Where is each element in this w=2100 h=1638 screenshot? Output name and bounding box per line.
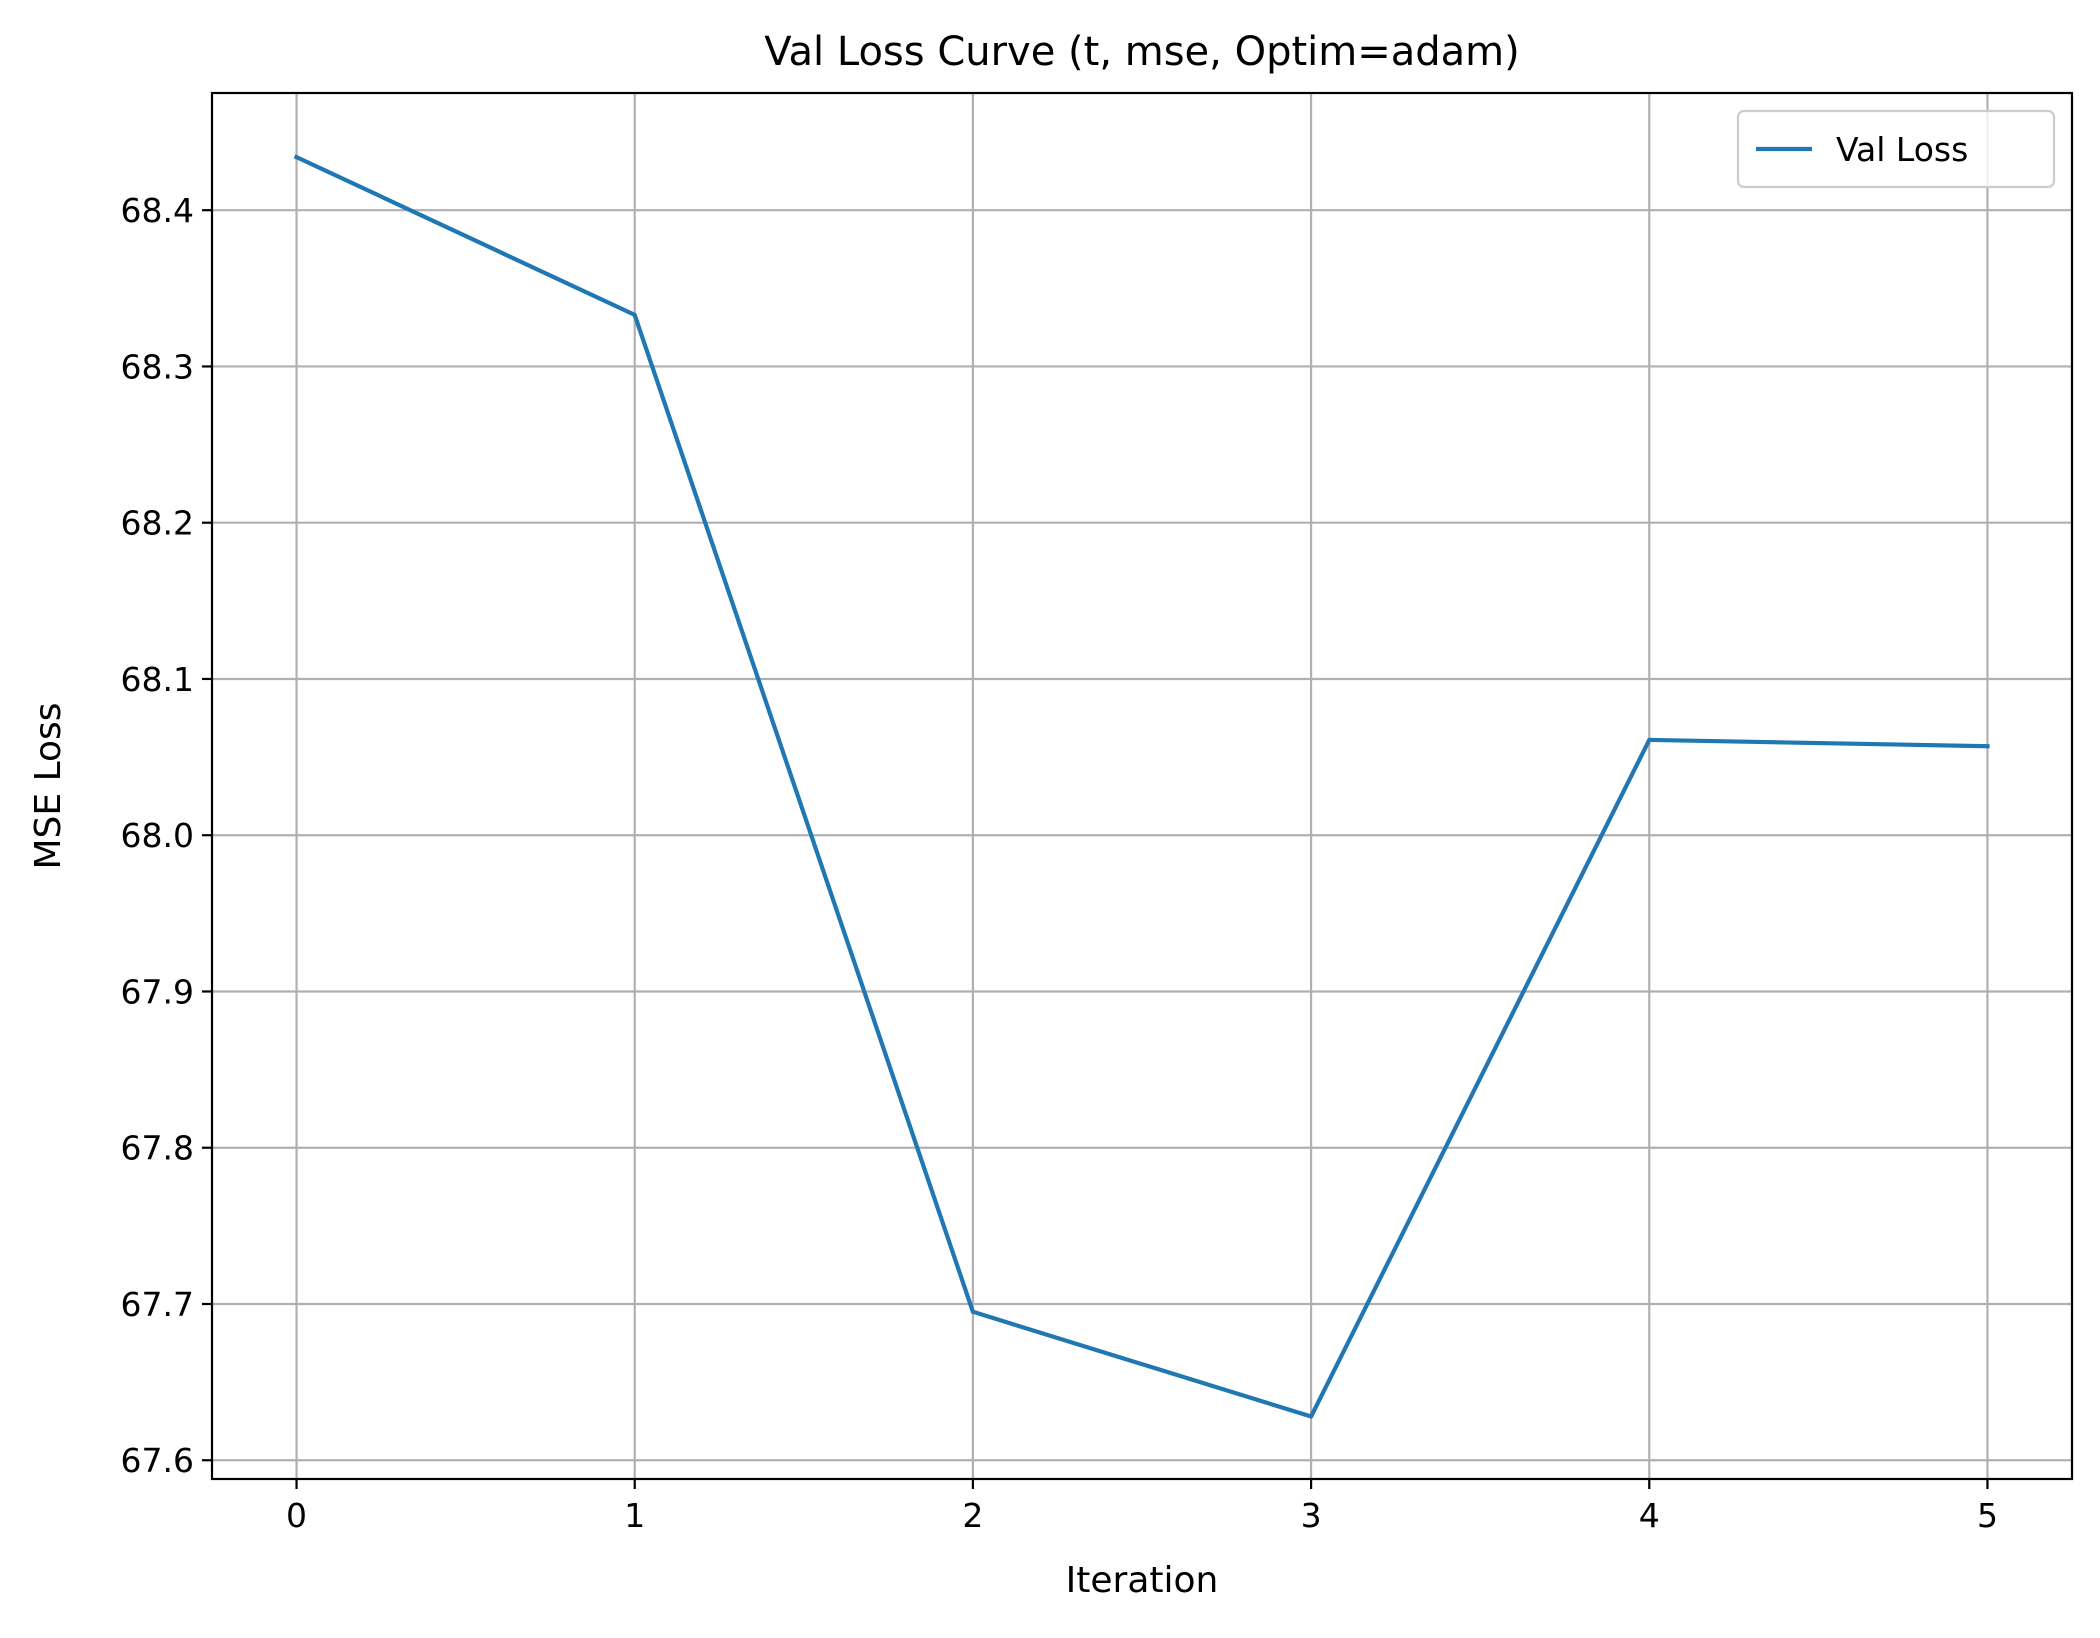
chart-title: Val Loss Curve (t, mse, Optim=adam) [764, 29, 1519, 75]
series-layer [293, 154, 1990, 1419]
legend-label-val-loss: Val Loss [1836, 130, 1968, 169]
legend-box [1736, 109, 2056, 189]
y-tick-label: 67.9 [121, 972, 194, 1011]
y-tick-label: 67.7 [121, 1285, 194, 1324]
grid-layer [212, 93, 2072, 1479]
y-tick-label: 68.3 [121, 347, 194, 386]
x-tick-label: 1 [624, 1496, 645, 1535]
x-tick-label: 5 [1977, 1496, 1998, 1535]
x-tick-label: 0 [286, 1496, 307, 1535]
x-tick-label: 3 [1301, 1496, 1322, 1535]
x-tick-label: 2 [962, 1496, 983, 1535]
y-tick-label: 68.0 [121, 816, 194, 855]
y-tick-label: 68.2 [121, 504, 194, 543]
x-tick-label: 4 [1639, 1496, 1660, 1535]
y-tick-label: 68.4 [121, 191, 194, 230]
y-tick-label: 67.6 [121, 1441, 194, 1480]
legend: Val Loss [1736, 109, 2056, 189]
y-tick-label: 67.8 [121, 1129, 194, 1168]
y-axis-label: MSE Loss [28, 702, 69, 869]
x-axis-label: Iteration [1066, 1560, 1219, 1601]
series-line-val-loss [293, 154, 1990, 1419]
y-tick-label: 68.1 [121, 660, 194, 699]
axes-frame [210, 91, 2074, 1481]
tick-layer: 0 1 2 3 4 5 67.6 67.7 67.8 67.9 68.0 68.1 68.2 68.3 68… [121, 191, 1998, 1535]
